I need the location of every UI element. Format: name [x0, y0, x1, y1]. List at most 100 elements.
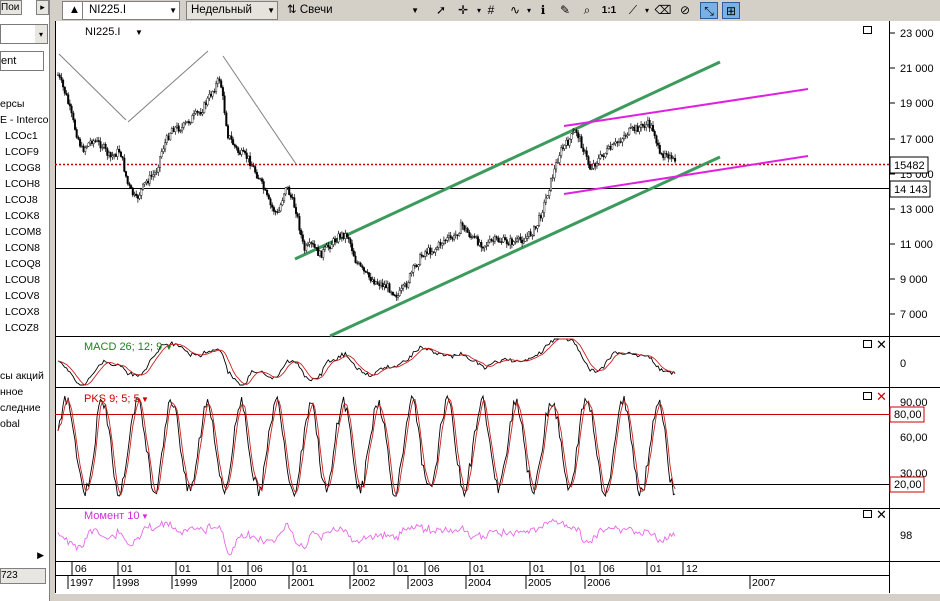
zoom-icon[interactable]: ⌕	[583, 3, 591, 17]
candle-body	[255, 172, 258, 179]
instrument-item[interactable]: LCOV8	[5, 290, 40, 302]
instrument-item[interactable]: LCOK8	[5, 210, 40, 222]
trendline-gray-1[interactable]	[58, 53, 127, 121]
symbol-selector[interactable]: ▲ NI225.I ▼	[62, 1, 180, 20]
channel-lower-line[interactable]	[329, 155, 721, 338]
expand-icon[interactable]: ▲	[67, 2, 83, 19]
instrument-item[interactable]: LCOJ8	[5, 194, 38, 206]
instrument-item[interactable]: LCOZ8	[5, 322, 39, 334]
cursor-icon[interactable]: ➚	[435, 3, 447, 17]
indicator-dropdown[interactable]: ▾	[526, 6, 531, 15]
crosshair-icon[interactable]: ✛	[457, 3, 469, 17]
pin-icon[interactable]: ⤡	[700, 2, 718, 19]
scale-one-to-one-icon[interactable]: 1:1	[601, 5, 617, 16]
chart-type-selector[interactable]: ⇅ Свечи ▼	[282, 1, 422, 20]
candle-body	[213, 91, 216, 93]
close-icon[interactable]: ✕	[876, 337, 887, 352]
chevron-down-icon[interactable]: ▼	[165, 343, 173, 352]
candle-body	[623, 135, 626, 139]
trendline-dropdown[interactable]: ▾	[644, 6, 649, 15]
candle-body	[143, 182, 146, 185]
month-label: 06	[251, 563, 263, 575]
maximize-pane-icon[interactable]	[863, 340, 872, 348]
candle-body	[317, 247, 320, 256]
magnet-icon[interactable]: ⊞	[722, 2, 740, 19]
status-strip	[55, 594, 940, 601]
close-icon[interactable]: ✕	[876, 389, 887, 404]
wedge-upper-line[interactable]	[563, 88, 809, 127]
candle-body	[437, 242, 440, 248]
candle-body	[347, 236, 350, 240]
candle-body	[567, 140, 570, 146]
candle-body	[505, 239, 508, 244]
instrument-item[interactable]: LCOQ8	[5, 258, 41, 270]
search-button[interactable]: Пои	[0, 0, 22, 15]
instrument-item[interactable]: LCON8	[5, 242, 41, 254]
wedge-lower-line[interactable]	[563, 155, 809, 195]
candle-body	[582, 147, 585, 152]
search-input[interactable]: ent	[0, 51, 44, 71]
trendline-gray-2[interactable]	[127, 50, 209, 123]
candle-body	[257, 177, 260, 180]
list-item[interactable]: сы акций	[0, 370, 44, 382]
grid-icon[interactable]: #	[487, 3, 495, 17]
year-label: 1997	[70, 577, 94, 589]
close-icon[interactable]: ✕	[876, 507, 887, 522]
list-item[interactable]: нное	[0, 386, 24, 398]
chevron-down-icon[interactable]: ▼	[267, 6, 275, 15]
candle-body	[339, 233, 342, 238]
erase-all-icon[interactable]: ⊘	[679, 3, 691, 17]
instrument-item[interactable]: LCOF9	[5, 146, 39, 158]
candle-body	[442, 239, 445, 244]
info-icon[interactable]: ℹ	[540, 3, 546, 17]
candle-body	[512, 241, 515, 245]
candle-body	[453, 235, 456, 240]
candle-body	[458, 233, 461, 236]
edit-icon[interactable]: ✎	[559, 3, 571, 17]
candle-body	[432, 251, 435, 253]
pks-tick-2: 60,00	[900, 432, 928, 444]
candle-body	[356, 262, 359, 264]
candle-body	[167, 135, 170, 140]
maximize-pane-icon[interactable]	[863, 26, 872, 34]
eraser-icon[interactable]: ⌫	[654, 3, 672, 17]
filter-combo[interactable]: ▾	[0, 24, 48, 44]
chevron-down-icon[interactable]: ▼	[141, 395, 149, 404]
maximize-pane-icon[interactable]	[863, 392, 872, 400]
instrument-item[interactable]: LCOM8	[5, 226, 42, 238]
crosshair-dropdown[interactable]: ▾	[476, 6, 481, 15]
scroll-arrow-right[interactable]: ▶	[37, 550, 44, 560]
list-group-header[interactable]: ерсы	[0, 98, 25, 110]
instrument-item[interactable]: LCOH8	[5, 178, 41, 190]
candle-body	[104, 144, 107, 149]
instrument-item[interactable]: LCOU8	[5, 274, 41, 286]
candle-body	[313, 243, 316, 248]
instrument-item[interactable]: LCOc1	[5, 130, 38, 142]
candle-body	[648, 119, 651, 129]
macd-title: MACD 26; 12; 9	[84, 341, 162, 353]
chevron-down-icon[interactable]: ▾	[35, 25, 47, 43]
chevron-down-icon[interactable]: ▼	[135, 28, 143, 37]
candle-body	[349, 238, 352, 244]
scroll-right-button[interactable]: ▸	[36, 0, 49, 15]
list-item[interactable]: следние	[0, 402, 41, 414]
trendlines[interactable]	[58, 50, 809, 338]
chevron-down-icon[interactable]: ▼	[141, 512, 149, 521]
period-selector[interactable]: Недельный ▼	[186, 1, 278, 20]
trendline-gray-3[interactable]	[222, 55, 297, 165]
list-item[interactable]: obal	[0, 418, 20, 430]
candle-body	[191, 115, 194, 123]
indicator-icon[interactable]: ∿	[509, 3, 521, 17]
chevron-down-icon[interactable]: ▼	[411, 6, 419, 15]
instrument-item[interactable]: LCOX8	[5, 306, 40, 318]
chart-area[interactable]: NI225.I ▼ 23 000 21 000 19 000 17 000 15 000…	[55, 21, 940, 594]
candle-body	[539, 215, 542, 219]
list-group-header[interactable]: E - Interco	[0, 114, 49, 126]
chevron-down-icon[interactable]: ▼	[169, 6, 177, 15]
trendline-icon[interactable]: ⟋	[628, 3, 638, 17]
month-label: 12	[686, 563, 698, 575]
channel-upper-line[interactable]	[294, 60, 721, 261]
instrument-item[interactable]: LCOG8	[5, 162, 41, 174]
maximize-pane-icon[interactable]	[863, 510, 872, 518]
